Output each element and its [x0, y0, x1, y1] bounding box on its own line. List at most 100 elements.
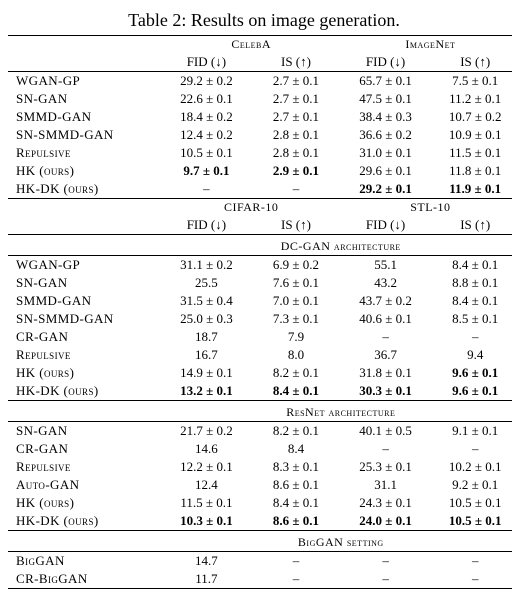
- table-row: CR-GAN14.68.4––: [8, 440, 512, 458]
- value-cell: 18.7: [162, 328, 252, 346]
- value-cell: 2.7 ± 0.1: [251, 90, 341, 108]
- dataset-header: STL-10: [341, 199, 512, 217]
- section-label: DC-GAN architecture: [162, 235, 512, 256]
- value-cell: 8.4 ± 0.1: [430, 292, 512, 310]
- table-row: SMMD-GAN31.5 ± 0.47.0 ± 0.143.7 ± 0.28.4…: [8, 292, 512, 310]
- method-cell: HK (ours): [8, 494, 162, 512]
- value-cell: 31.1 ± 0.2: [162, 256, 252, 275]
- value-cell: 11.2 ± 0.1: [430, 90, 512, 108]
- value-cell: 8.4: [251, 440, 341, 458]
- method-cell: SMMD-GAN: [8, 108, 162, 126]
- value-cell: 40.1 ± 0.5: [341, 422, 431, 441]
- value-cell: –: [341, 570, 431, 589]
- metric-header: IS (↑): [251, 216, 341, 235]
- metric-header: IS (↑): [430, 216, 512, 235]
- value-cell: 47.5 ± 0.1: [341, 90, 431, 108]
- method-cell: CR-GAN: [8, 328, 162, 346]
- value-cell: 29.2 ± 0.2: [162, 72, 252, 91]
- value-cell: 11.8 ± 0.1: [430, 162, 512, 180]
- metric-header: FID (↓): [162, 53, 252, 72]
- value-cell: 29.6 ± 0.1: [341, 162, 431, 180]
- value-cell: 8.2 ± 0.1: [251, 364, 341, 382]
- table-caption: Table 2: Results on image generation.: [8, 10, 512, 31]
- value-cell: 12.4: [162, 476, 252, 494]
- value-cell: 18.4 ± 0.2: [162, 108, 252, 126]
- value-cell: 8.2 ± 0.1: [251, 422, 341, 441]
- section-label-row: DC-GAN architecture: [8, 235, 512, 256]
- value-cell: 31.0 ± 0.1: [341, 144, 431, 162]
- value-cell: –: [162, 180, 252, 199]
- value-cell: –: [430, 328, 512, 346]
- method-cell: SN-SMMD-GAN: [8, 310, 162, 328]
- value-cell: 2.8 ± 0.1: [251, 144, 341, 162]
- dataset-header: CIFAR-10: [162, 199, 341, 217]
- value-cell: 10.9 ± 0.1: [430, 126, 512, 144]
- value-cell: 8.4 ± 0.1: [251, 494, 341, 512]
- method-cell: HK-DK (ours): [8, 382, 162, 401]
- value-cell: 14.7: [162, 552, 252, 571]
- method-cell: BigGAN: [8, 552, 162, 571]
- method-cell: HK (ours): [8, 162, 162, 180]
- value-cell: 16.7: [162, 346, 252, 364]
- value-cell: 9.6 ± 0.1: [430, 382, 512, 401]
- table-row: Auto-GAN12.48.6 ± 0.131.19.2 ± 0.1: [8, 476, 512, 494]
- table-row: HK (ours)14.9 ± 0.18.2 ± 0.131.8 ± 0.19.…: [8, 364, 512, 382]
- value-cell: –: [430, 440, 512, 458]
- metric-header: IS (↑): [430, 53, 512, 72]
- value-cell: 10.5 ± 0.1: [430, 512, 512, 531]
- method-cell: SN-SMMD-GAN: [8, 126, 162, 144]
- method-cell: Auto-GAN: [8, 476, 162, 494]
- table-row: BigGAN14.7–––: [8, 552, 512, 571]
- value-cell: 2.7 ± 0.1: [251, 72, 341, 91]
- table-row: WGAN-GP31.1 ± 0.26.9 ± 0.255.18.4 ± 0.1: [8, 256, 512, 275]
- table-row: HK-DK (ours)13.2 ± 0.18.4 ± 0.130.3 ± 0.…: [8, 382, 512, 401]
- table-row: SN-SMMD-GAN12.4 ± 0.22.8 ± 0.136.6 ± 0.2…: [8, 126, 512, 144]
- method-cell: CR-GAN: [8, 440, 162, 458]
- value-cell: 22.6 ± 0.1: [162, 90, 252, 108]
- value-cell: 24.3 ± 0.1: [341, 494, 431, 512]
- section-label: BigGAN setting: [162, 531, 512, 552]
- value-cell: 31.5 ± 0.4: [162, 292, 252, 310]
- value-cell: 8.5 ± 0.1: [430, 310, 512, 328]
- value-cell: 8.6 ± 0.1: [251, 512, 341, 531]
- method-cell: Repulsive: [8, 458, 162, 476]
- section-label: ResNet architecture: [162, 401, 512, 422]
- table-row: HK (ours)9.7 ± 0.12.9 ± 0.129.6 ± 0.111.…: [8, 162, 512, 180]
- value-cell: 7.9: [251, 328, 341, 346]
- value-cell: 9.2 ± 0.1: [430, 476, 512, 494]
- table-row: HK-DK (ours)10.3 ± 0.18.6 ± 0.124.0 ± 0.…: [8, 512, 512, 531]
- method-cell: HK-DK (ours): [8, 180, 162, 199]
- value-cell: 11.7: [162, 570, 252, 589]
- value-cell: 2.9 ± 0.1: [251, 162, 341, 180]
- value-cell: 40.6 ± 0.1: [341, 310, 431, 328]
- table-row: HK (ours)11.5 ± 0.18.4 ± 0.124.3 ± 0.110…: [8, 494, 512, 512]
- value-cell: 25.5: [162, 274, 252, 292]
- value-cell: 9.7 ± 0.1: [162, 162, 252, 180]
- value-cell: 8.3 ± 0.1: [251, 458, 341, 476]
- value-cell: 30.3 ± 0.1: [341, 382, 431, 401]
- value-cell: 8.4 ± 0.1: [430, 256, 512, 275]
- value-cell: 11.9 ± 0.1: [430, 180, 512, 199]
- value-cell: –: [251, 552, 341, 571]
- table-row: SMMD-GAN18.4 ± 0.22.7 ± 0.138.4 ± 0.310.…: [8, 108, 512, 126]
- value-cell: 8.8 ± 0.1: [430, 274, 512, 292]
- value-cell: 9.6 ± 0.1: [430, 364, 512, 382]
- metric-header: FID (↓): [341, 53, 431, 72]
- value-cell: –: [430, 552, 512, 571]
- table-row: SN-SMMD-GAN25.0 ± 0.37.3 ± 0.140.6 ± 0.1…: [8, 310, 512, 328]
- value-cell: 55.1: [341, 256, 431, 275]
- value-cell: 8.4 ± 0.1: [251, 382, 341, 401]
- value-cell: –: [341, 440, 431, 458]
- method-cell: WGAN-GP: [8, 72, 162, 91]
- method-cell: SN-GAN: [8, 90, 162, 108]
- table-row: CR-GAN18.77.9––: [8, 328, 512, 346]
- value-cell: 9.4: [430, 346, 512, 364]
- value-cell: 14.6: [162, 440, 252, 458]
- value-cell: 7.3 ± 0.1: [251, 310, 341, 328]
- table-row: Repulsive16.78.036.79.4: [8, 346, 512, 364]
- value-cell: 11.5 ± 0.1: [162, 494, 252, 512]
- value-cell: –: [341, 552, 431, 571]
- value-cell: 14.9 ± 0.1: [162, 364, 252, 382]
- value-cell: 9.1 ± 0.1: [430, 422, 512, 441]
- metric-header: FID (↓): [162, 216, 252, 235]
